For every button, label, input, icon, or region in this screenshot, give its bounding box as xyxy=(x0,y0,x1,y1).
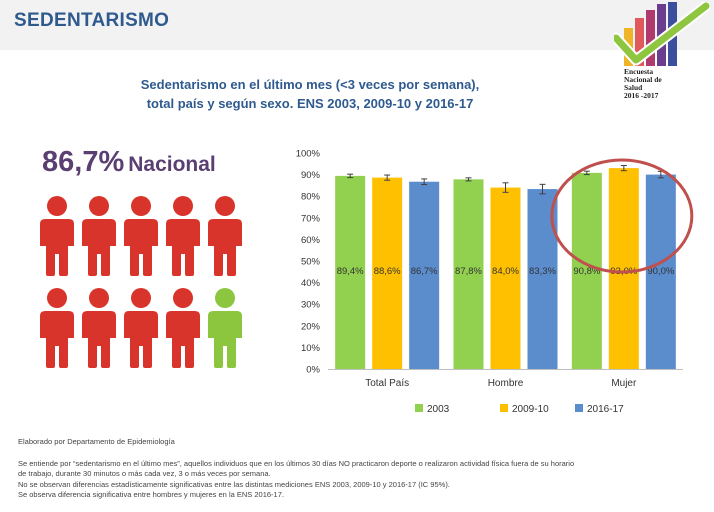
national-label: Nacional xyxy=(128,153,216,176)
person-icon xyxy=(82,196,116,276)
person-icon xyxy=(208,288,242,368)
data-label: 90,0% xyxy=(647,266,674,277)
bar xyxy=(645,174,676,369)
logo-line: Nacional de xyxy=(624,75,662,84)
y-tick-label: 100% xyxy=(296,149,321,160)
national-stat: 86,7% Nacional xyxy=(42,146,216,179)
logo-bar xyxy=(646,10,655,66)
data-label: 87,8% xyxy=(455,266,482,277)
x-tick-label: Total País xyxy=(365,378,409,389)
y-tick-label: 50% xyxy=(301,257,321,268)
data-label: 90,8% xyxy=(573,266,600,277)
logo-line: 2016 -2017 xyxy=(624,91,659,100)
error-bar xyxy=(384,174,391,181)
person-icon xyxy=(124,288,158,368)
chart-title-line: Sedentarismo en el último mes (<3 veces … xyxy=(140,77,480,92)
y-tick-label: 90% xyxy=(301,170,321,181)
person-icon xyxy=(166,196,200,276)
y-tick-label: 0% xyxy=(306,365,320,376)
bar xyxy=(335,175,366,369)
chart-title: Sedentarismo en el último mes (<3 veces … xyxy=(130,75,490,113)
error-bar xyxy=(539,183,546,195)
x-tick-label: Mujer xyxy=(611,378,637,389)
error-bar xyxy=(347,173,354,179)
y-tick-label: 40% xyxy=(301,278,321,289)
error-bar xyxy=(502,182,509,193)
bar xyxy=(571,172,602,369)
x-tick-label: Hombre xyxy=(488,378,524,389)
legend-swatch xyxy=(500,404,508,412)
error-bar xyxy=(465,177,472,182)
ens-logo: Encuesta Nacional de Salud 2016 -2017 xyxy=(614,2,710,102)
logo-line: Salud xyxy=(624,83,643,92)
y-tick-label: 70% xyxy=(301,213,321,224)
data-label: 88,6% xyxy=(374,266,401,277)
logo-bar xyxy=(635,18,644,66)
chart-title-line: total país y según sexo. ENS 2003, 2009-… xyxy=(146,96,474,111)
bar xyxy=(409,181,440,369)
footer-notes: Elaborado por Departamento de Epidemiolo… xyxy=(18,437,698,501)
y-tick-label: 20% xyxy=(301,321,321,332)
bar xyxy=(608,168,639,369)
y-tick-label: 80% xyxy=(301,192,321,203)
national-value: 86,7% xyxy=(42,146,125,178)
data-label: 83,3% xyxy=(529,266,556,277)
highlight-ellipse xyxy=(550,158,694,274)
logo-check-icon xyxy=(614,2,710,66)
bar-chart: 0% 10% 20% 30% 40% 50% 60% 70% 80% 90% 100% 89,4% 88… xyxy=(296,149,694,415)
data-label: 89,4% xyxy=(337,266,364,277)
person-icon xyxy=(82,288,116,368)
people-icon-grid xyxy=(40,196,242,368)
legend-swatch xyxy=(415,404,423,412)
person-icon xyxy=(124,196,158,276)
legend-label: 2016-17 xyxy=(587,404,624,415)
person-icon xyxy=(40,288,74,368)
bar xyxy=(490,187,521,369)
footer-note: Se observa diferencia significativa entr… xyxy=(18,490,284,499)
data-label: 84,0% xyxy=(492,266,519,277)
page-title: SEDENTARISMO xyxy=(14,10,170,31)
bar xyxy=(453,179,484,369)
footer-credit: Elaborado por Departamento de Epidemiolo… xyxy=(18,437,175,446)
error-bar xyxy=(583,170,590,176)
header-band xyxy=(0,0,714,50)
error-bar xyxy=(421,178,428,186)
legend-label: 2009-10 xyxy=(512,404,549,415)
y-tick-label: 10% xyxy=(301,343,321,354)
data-label: 86,7% xyxy=(411,266,438,277)
footer-note: de trabajo, durante 30 minutos o más cad… xyxy=(18,469,271,478)
error-bar xyxy=(620,165,627,172)
logo-check-mark xyxy=(614,2,710,64)
person-icon xyxy=(40,196,74,276)
logo-line: Encuesta xyxy=(624,67,654,76)
y-tick-label: 30% xyxy=(301,300,321,311)
y-tick-label: 60% xyxy=(301,235,321,246)
footer-note: No se observan diferencias estadísticame… xyxy=(18,479,450,489)
bar xyxy=(372,177,403,369)
legend-label: 2003 xyxy=(427,404,450,415)
person-icon xyxy=(208,196,242,276)
footer-note: Se entiende por “sedentarismo en el últi… xyxy=(18,458,575,468)
person-icon xyxy=(166,288,200,368)
legend-swatch xyxy=(575,404,583,412)
